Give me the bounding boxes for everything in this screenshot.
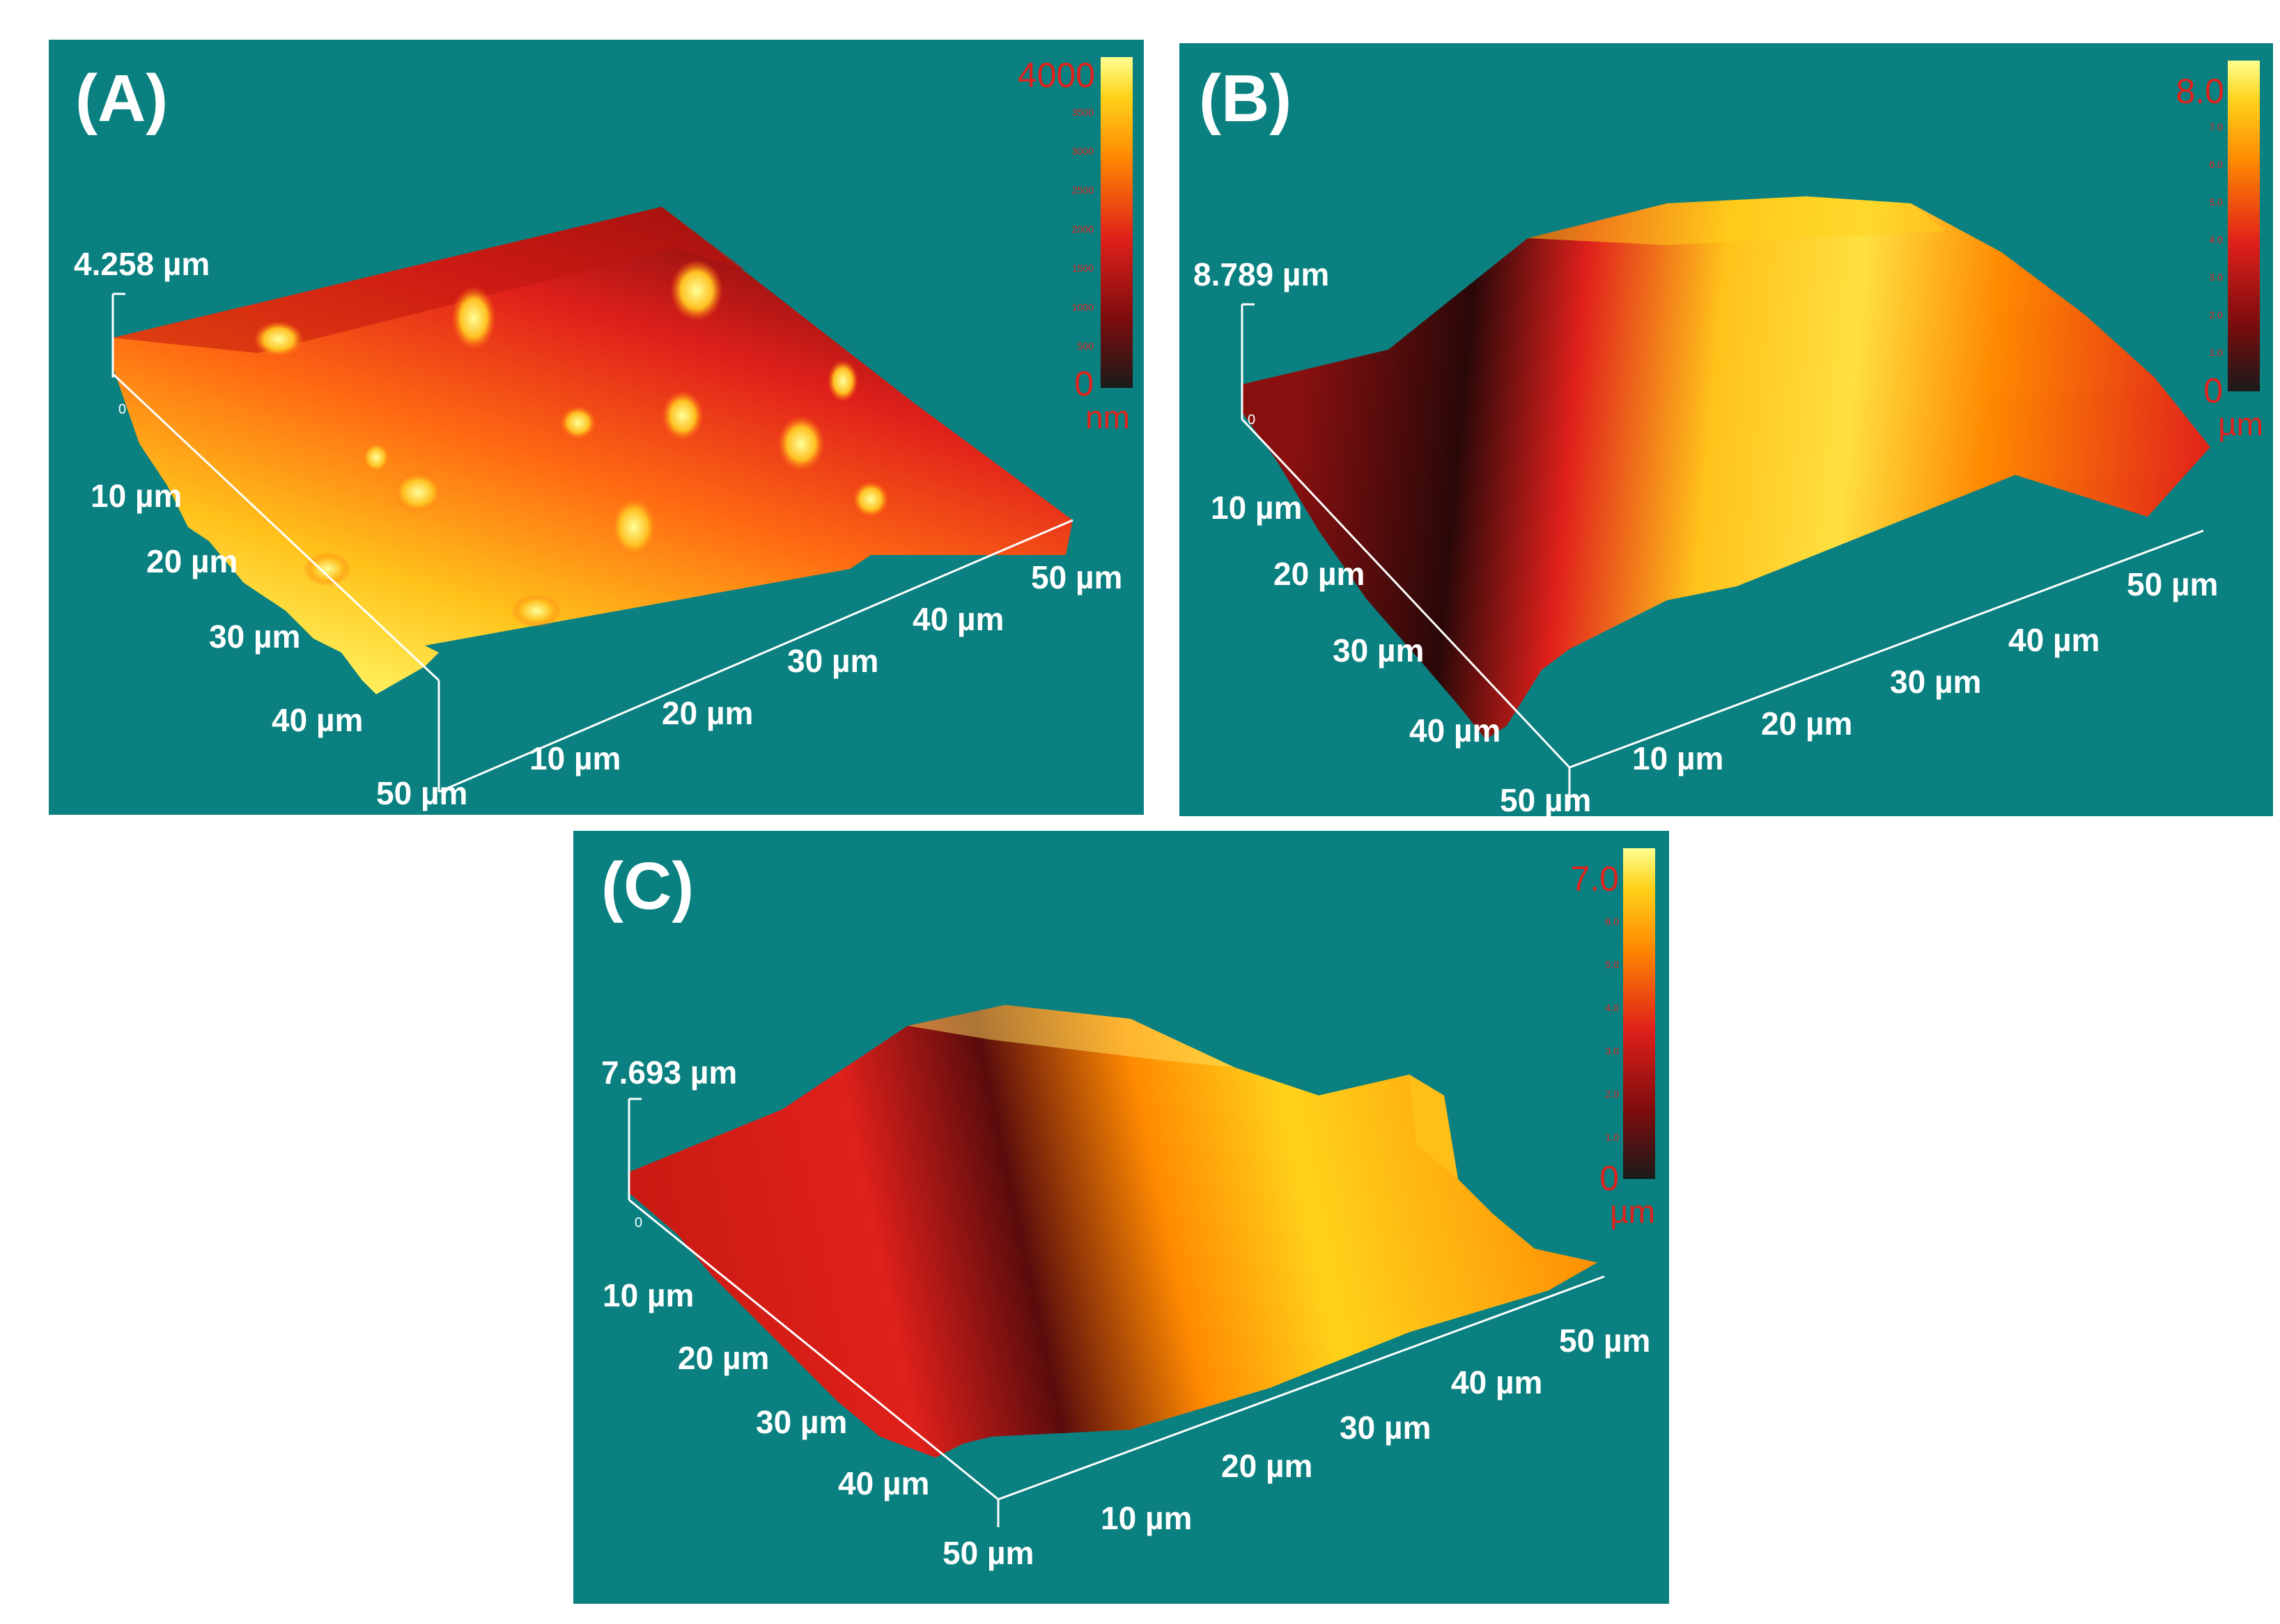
x-tick: 40 µm (2008, 622, 2100, 658)
colorbar-minor-tick: 4.0 (2209, 234, 2223, 245)
colorbar-max: 8.0 (2176, 72, 2224, 111)
colorbar-min: 0 (2203, 371, 2223, 410)
colorbar-max: 4000 (1017, 56, 1095, 95)
z-max-label: 4.258 µm (74, 246, 210, 282)
colorbar-minor-tick: 3.0 (1605, 1045, 1619, 1056)
colorbar-minor-tick: 3000 (1071, 146, 1094, 157)
x-tick: 50 µm (1559, 1322, 1651, 1359)
y-tick: 10 µm (603, 1277, 695, 1313)
z-zero-tick: 0 (635, 1215, 643, 1231)
x-tick: 40 µm (913, 601, 1005, 637)
colorbar-minor-tick: 2.0 (1605, 1088, 1619, 1100)
x-tick: 10 µm (1101, 1500, 1193, 1536)
colorbar (2228, 61, 2260, 391)
colorbar-min: 0 (1599, 1159, 1619, 1198)
colorbar-minor-tick: 3.0 (2209, 272, 2223, 283)
colorbar-unit: µm (2218, 406, 2263, 442)
colorbar-minor-tick: 2000 (1071, 224, 1094, 235)
x-tick: 40 µm (1451, 1364, 1543, 1400)
afm-panel-a: (A) 4.258 µm 0 10 µm 20 µm 30 µm 40 µm 5… (49, 40, 1144, 815)
y-tick: 10 µm (1211, 490, 1303, 526)
y-tick: 30 µm (1333, 632, 1425, 669)
y-tick: 30 µm (756, 1404, 848, 1440)
y-tick: 50 µm (1500, 782, 1592, 816)
colorbar-minor-tick: 3500 (1071, 107, 1094, 118)
y-tick: 40 µm (1409, 712, 1501, 749)
afm-surface-a (111, 207, 1073, 793)
y-tick: 40 µm (272, 702, 364, 738)
colorbar-unit: µm (1610, 1194, 1655, 1230)
afm-surface-c (628, 1005, 1605, 1527)
y-tick: 50 µm (376, 775, 468, 811)
x-tick: 20 µm (1221, 1448, 1313, 1484)
colorbar (1623, 848, 1655, 1179)
colorbar-minor-tick: 2500 (1071, 185, 1094, 196)
y-tick: 30 µm (209, 618, 301, 655)
panel-label: (C) (601, 849, 695, 923)
y-tick: 10 µm (91, 478, 183, 514)
colorbar-minor-tick: 1500 (1071, 263, 1094, 274)
y-tick: 20 µm (1273, 556, 1365, 592)
colorbar-minor-tick: 1000 (1071, 302, 1094, 313)
x-tick: 10 µm (1632, 740, 1724, 776)
colorbar-max: 7.0 (1570, 859, 1619, 898)
y-tick: 20 µm (678, 1340, 770, 1376)
x-tick: 20 µm (662, 695, 754, 731)
x-tick: 10 µm (529, 740, 621, 776)
z-max-label: 8.789 µm (1193, 256, 1330, 292)
colorbar-min: 0 (1074, 364, 1094, 403)
z-max-label: 7.693 µm (601, 1054, 738, 1091)
x-tick: 30 µm (787, 643, 879, 679)
x-tick: 50 µm (2127, 566, 2219, 602)
x-tick: 20 µm (1761, 705, 1853, 742)
y-tick: 40 µm (838, 1465, 930, 1501)
y-tick: 20 µm (146, 543, 238, 579)
z-zero-tick: 0 (1248, 412, 1256, 428)
colorbar-unit: nm (1085, 399, 1130, 435)
z-zero-tick: 0 (118, 402, 127, 417)
y-tick: 50 µm (943, 1535, 1034, 1571)
afm-panel-b: (B) 8.789 µm 0 10 µm 20 µm 30 µm 40 µm 5… (1179, 43, 2273, 816)
colorbar-minor-tick: 4.0 (1605, 1002, 1619, 1013)
afm-surface-b (1241, 196, 2210, 809)
afm-panel-c: (C) 7.693 µm 0 10 µm 20 µm 30 µm 40 µm 5… (573, 831, 1669, 1604)
x-tick: 50 µm (1031, 559, 1123, 595)
colorbar-minor-tick: 500 (1077, 341, 1094, 352)
colorbar-minor-tick: 6.0 (1605, 916, 1619, 927)
x-tick: 30 µm (1340, 1410, 1432, 1446)
colorbar-minor-tick: 5.0 (2209, 196, 2223, 208)
colorbar-minor-tick: 6.0 (2209, 159, 2223, 170)
colorbar-minor-tick: 2.0 (2209, 309, 2223, 320)
colorbar-minor-tick: 1.0 (1605, 1132, 1619, 1143)
x-tick: 30 µm (1890, 664, 1982, 700)
colorbar-minor-tick: 7.0 (2209, 121, 2223, 132)
colorbar-minor-tick: 1.0 (2209, 347, 2223, 358)
panel-label: (B) (1199, 61, 1292, 136)
colorbar (1101, 57, 1133, 388)
colorbar-minor-tick: 5.0 (1605, 959, 1619, 970)
panel-label: (A) (75, 61, 169, 136)
